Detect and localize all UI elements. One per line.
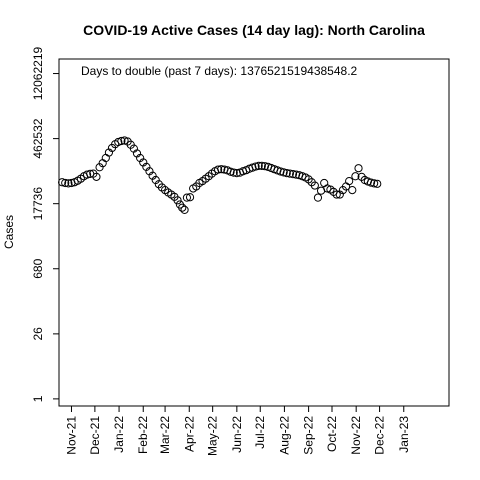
plot-frame xyxy=(58,58,450,407)
x-tick-label: Jun-22 xyxy=(230,416,244,453)
data-point xyxy=(117,136,126,146)
data-point xyxy=(351,172,360,181)
data-point xyxy=(58,178,67,187)
data-point xyxy=(182,193,192,202)
data-point xyxy=(285,169,294,178)
data-point xyxy=(332,190,341,199)
doubling-annotation: Days to double (past 7 days): 1376521519… xyxy=(81,64,358,78)
data-point xyxy=(214,165,223,174)
data-point xyxy=(257,161,266,170)
x-tick-label: Jan-23 xyxy=(397,416,411,453)
data-point xyxy=(92,172,101,181)
data-point xyxy=(260,162,270,171)
data-point xyxy=(345,176,354,186)
x-tick-label: Apr-22 xyxy=(182,416,196,452)
data-point xyxy=(288,170,298,179)
data-point xyxy=(370,179,379,188)
x-tick-label: Nov-22 xyxy=(349,416,363,455)
data-point xyxy=(180,205,189,214)
data-point xyxy=(232,169,241,178)
x-tick-label: Sep-22 xyxy=(302,416,316,455)
data-point xyxy=(320,178,329,188)
data-point xyxy=(226,167,235,176)
x-axis: Nov-21 Dec-21 Jan-22 Feb-22 Mar-22 Apr-22 May-… xyxy=(64,406,411,456)
data-point xyxy=(82,170,92,179)
data-point xyxy=(276,167,285,176)
data-point xyxy=(348,186,357,195)
data-point xyxy=(373,179,382,188)
y-tick-label: 12062219 xyxy=(31,47,45,101)
x-tick-label: Feb-22 xyxy=(136,416,150,454)
y-tick-label: 26 xyxy=(31,327,45,341)
x-tick-label: Jan-22 xyxy=(112,416,126,453)
y-tick-label: 17736 xyxy=(31,187,45,221)
y-tick-label: 1 xyxy=(31,395,45,402)
x-tick-label: Dec-21 xyxy=(88,416,102,455)
data-point xyxy=(254,161,263,170)
data-point xyxy=(292,170,301,179)
data-point xyxy=(313,193,323,202)
data-point xyxy=(185,193,195,202)
y-tick-label: 462532 xyxy=(31,118,45,158)
x-tick-label: Mar-22 xyxy=(158,416,172,454)
x-tick-label: Dec-22 xyxy=(373,416,387,455)
data-point xyxy=(229,168,238,177)
data-point xyxy=(178,203,187,212)
x-tick-label: May-22 xyxy=(206,416,220,456)
chart-title: COVID-19 Active Cases (14 day lag): Nort… xyxy=(83,22,425,38)
data-point xyxy=(64,179,73,188)
data-point xyxy=(279,168,288,177)
x-tick-label: Aug-22 xyxy=(277,416,291,455)
y-tick-label: 680 xyxy=(31,258,45,278)
data-point xyxy=(251,162,260,171)
y-axis-title: Cases xyxy=(2,215,16,249)
x-tick-label: Jul-22 xyxy=(253,416,267,449)
data-points xyxy=(58,136,382,214)
data-point xyxy=(366,178,376,187)
y-axis: 1 26 680 17736 462532 12062219 xyxy=(31,47,59,402)
data-point xyxy=(282,169,291,178)
data-point xyxy=(354,164,363,173)
x-tick-label: Nov-21 xyxy=(64,416,78,455)
data-point xyxy=(61,178,70,188)
data-point xyxy=(217,165,226,174)
data-point xyxy=(310,181,319,190)
x-tick-label: Oct-22 xyxy=(325,416,339,452)
data-point xyxy=(173,196,182,205)
